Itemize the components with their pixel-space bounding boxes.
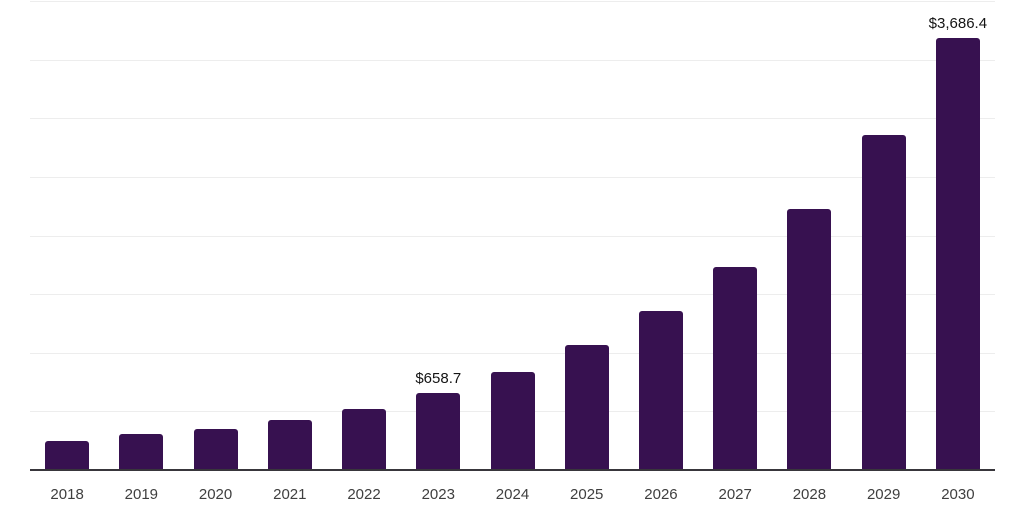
bar-2024: [490, 371, 535, 470]
bar-2027: [713, 267, 758, 470]
x-tick-2023: 2023: [421, 486, 455, 503]
x-tick-2019: 2019: [124, 486, 159, 503]
gridline-3000: [30, 118, 995, 120]
bar-2030: [935, 37, 980, 470]
bar-2025: [564, 345, 609, 470]
bar-2028: [787, 209, 832, 470]
bar-2019: [119, 434, 164, 470]
x-tick-2021: 2021: [273, 486, 307, 503]
x-tick-2022: 2022: [347, 486, 381, 503]
gridline-1500: [30, 294, 995, 296]
x-tick-2028: 2028: [792, 486, 827, 503]
x-tick-2029: 2029: [866, 486, 901, 503]
bar-2023: [416, 392, 461, 470]
bar-2021: [267, 420, 312, 470]
x-tick-2027: 2027: [718, 486, 752, 503]
x-tick-2025: 2025: [570, 486, 604, 503]
x-tick-2020: 2020: [198, 486, 233, 503]
bar-2026: [638, 311, 683, 470]
data-label-2030: $3,686.4: [928, 14, 988, 32]
gridline-4000: [30, 1, 995, 2]
bar-2022: [342, 409, 387, 470]
x-axis-line: [30, 469, 995, 471]
gridline-3500: [30, 59, 995, 61]
x-tick-2030: 2030: [941, 486, 975, 503]
data-label-2023: $658.7: [415, 369, 462, 387]
x-tick-2024: 2024: [495, 486, 530, 503]
gridline-1000: [30, 352, 995, 354]
x-tick-2026: 2026: [644, 486, 678, 503]
gridline-2000: [30, 235, 995, 237]
bar-2018: [45, 441, 90, 470]
x-tick-2018: 2018: [50, 486, 84, 503]
gridline-2500: [30, 176, 995, 178]
bar-2020: [193, 428, 238, 470]
bar-2029: [861, 135, 906, 470]
